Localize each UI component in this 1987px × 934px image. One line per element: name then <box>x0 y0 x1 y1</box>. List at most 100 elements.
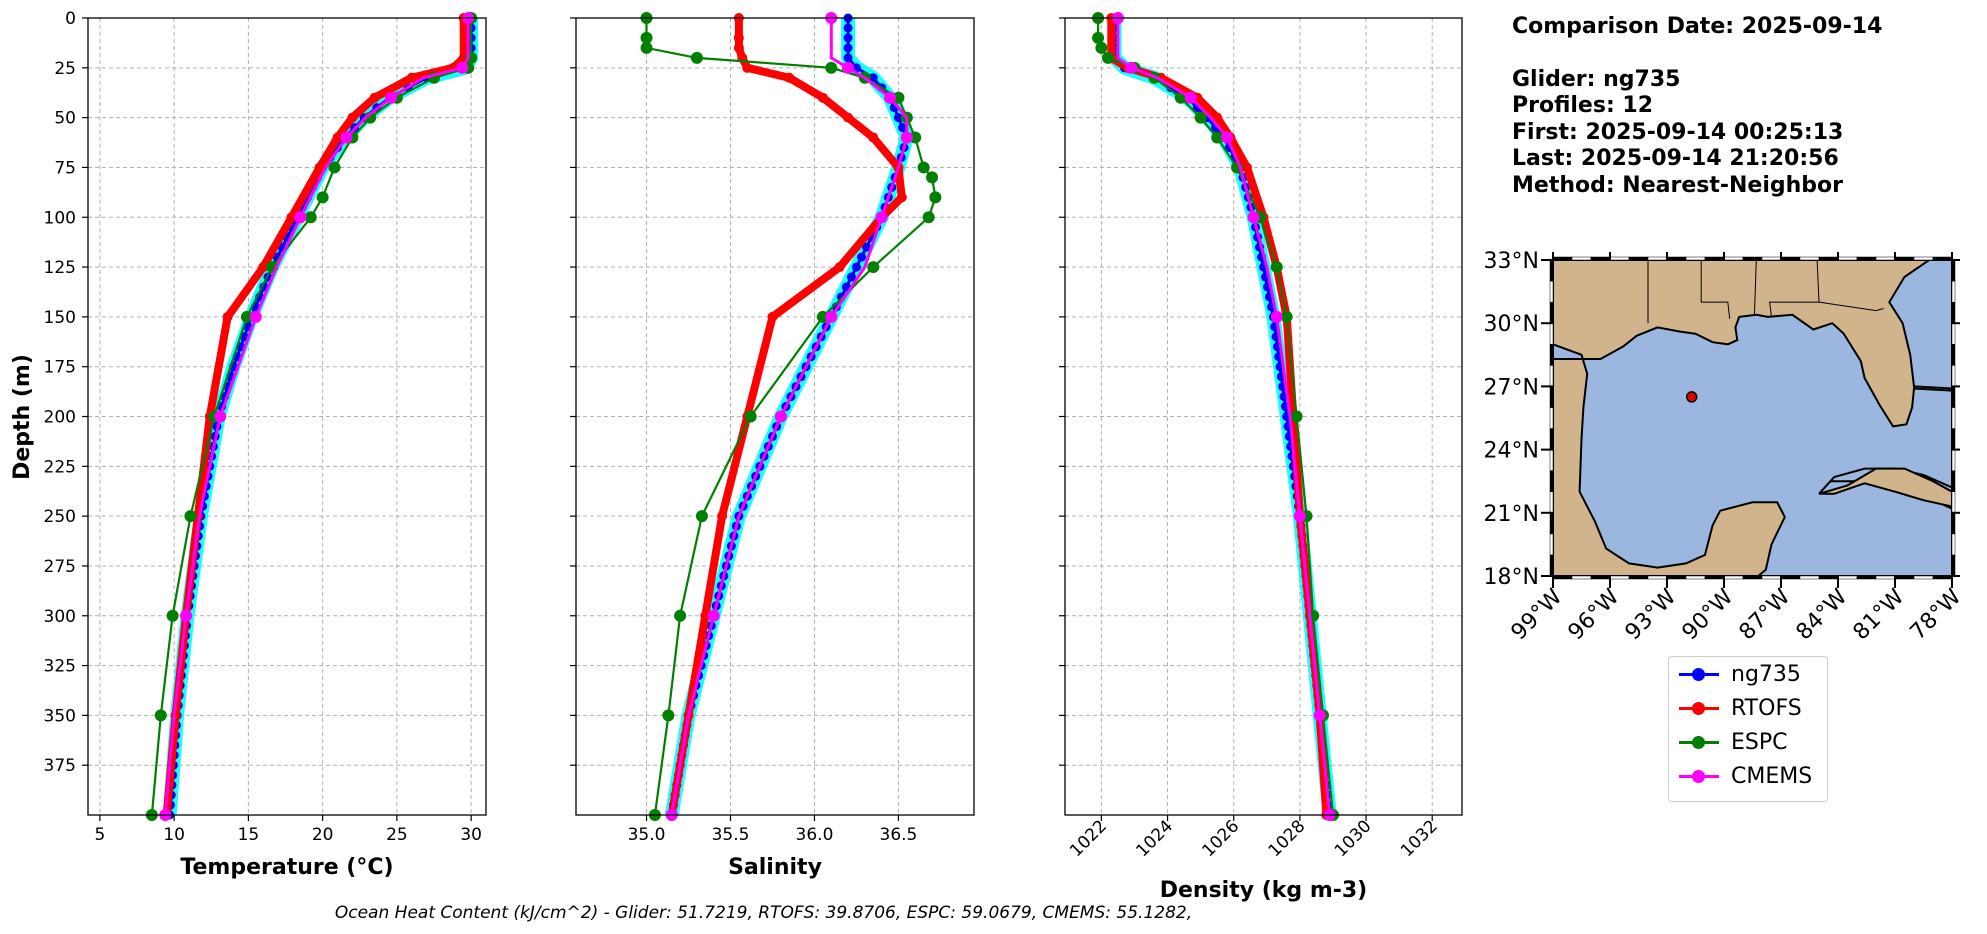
cmems-point <box>875 211 888 224</box>
last-time: Last: 2025-09-14 21:20:56 <box>1512 146 1839 171</box>
map-border-segment <box>1913 256 1934 261</box>
map-border-segment <box>1799 575 1820 580</box>
map-border-segment <box>1549 365 1554 387</box>
espc-point <box>166 609 179 622</box>
legend-item-rtofs: RTOFS <box>1669 693 1827 727</box>
map-border-segment <box>1590 256 1611 261</box>
map-border-segment <box>1951 554 1956 577</box>
rtofs-point <box>896 192 907 203</box>
y-tick-label: 50 <box>54 109 76 129</box>
map-border-segment <box>1666 256 1687 261</box>
series-line-espc <box>645 18 937 816</box>
x-tick-label: 30 <box>460 825 482 845</box>
rtofs-point <box>1241 162 1252 173</box>
comparison-info: Comparison Date: 2025-09-14 Glider: ng735… <box>1512 14 1882 199</box>
cmems-point <box>340 131 353 144</box>
map-lon-label: 99°W <box>1507 584 1568 645</box>
map-border-segment <box>1549 533 1554 556</box>
rtofs-point <box>347 112 358 123</box>
y-tick-label: 325 <box>44 657 76 677</box>
y-tick-label: 25 <box>54 59 76 79</box>
x-tick-label: 1022 <box>1066 816 1111 861</box>
espc-point <box>922 211 935 224</box>
espc-point <box>917 161 930 174</box>
map-border-segment <box>1549 407 1554 429</box>
map-border-segment <box>1549 301 1554 324</box>
map-border-segment <box>1951 280 1956 303</box>
map-border-segment <box>1951 259 1956 282</box>
x-tick-label: 1032 <box>1397 816 1442 861</box>
map-border-segment <box>1549 259 1554 282</box>
rtofs-point <box>834 262 845 273</box>
map-border-segment <box>1571 256 1592 261</box>
comparison-date: Comparison Date: 2025-09-14 <box>1512 14 1883 39</box>
map-border-segment <box>1951 344 1956 366</box>
map-border-segment <box>1951 470 1956 492</box>
map-border-segment <box>1913 575 1934 580</box>
glider-point <box>843 43 853 53</box>
x-tick-label: 25 <box>386 825 408 845</box>
y-tick-label: 75 <box>54 158 76 178</box>
cmems-point <box>1125 61 1138 74</box>
map-border-segment <box>1818 575 1839 580</box>
map-border-segment <box>1549 344 1554 366</box>
cmems-point <box>294 211 307 224</box>
map-lon-label: 96°W <box>1564 584 1625 645</box>
y-tick-label: 150 <box>44 308 76 328</box>
map-lon-label: 84°W <box>1792 584 1853 645</box>
rtofs-point <box>1212 112 1223 123</box>
rtofs-point <box>868 132 879 143</box>
espc-point <box>1095 41 1108 54</box>
x-tick-label: 20 <box>312 825 334 845</box>
map-border-segment <box>1685 256 1706 261</box>
espc-point <box>1270 261 1283 274</box>
rtofs-point <box>258 262 269 273</box>
map-border-segment <box>1780 256 1801 261</box>
x-tick-label: 10 <box>163 825 185 845</box>
espc-point <box>662 709 675 722</box>
y-tick-label: 100 <box>44 208 76 228</box>
map-border-segment <box>1549 386 1554 408</box>
x-tick-label: 1026 <box>1199 816 1244 861</box>
rtofs-point <box>817 92 828 103</box>
plot-panel-3: 1022 1024 1026 1028 1030 1032 Density (kg m-3) <box>1059 12 1463 903</box>
glider-point <box>851 262 861 272</box>
cmems-point <box>774 410 787 423</box>
map-border-segment <box>1818 256 1839 261</box>
y-tick-label: 300 <box>44 607 76 627</box>
map-border-segment <box>1894 575 1915 580</box>
map-border-segment <box>1723 575 1744 580</box>
glider-point <box>862 242 872 252</box>
map-lat-label: 24°N <box>1484 439 1539 464</box>
map-border-segment <box>1761 575 1782 580</box>
espc-point <box>184 510 197 523</box>
map-border-segment <box>1837 575 1858 580</box>
map-border-segment <box>1609 575 1630 580</box>
map-border-segment <box>1552 256 1573 261</box>
rtofs-point <box>222 311 233 322</box>
plot-panel-1: 5 10 15 20 25 3002550751001251501752002252502… <box>10 9 487 880</box>
espc-point <box>929 191 942 204</box>
legend-label: ng735 <box>1731 662 1801 687</box>
legend-item-espc: ESPC <box>1669 727 1827 761</box>
rtofs-point <box>843 112 854 123</box>
cmems-point <box>1184 91 1197 104</box>
cmems-point <box>1313 709 1326 722</box>
glider-point <box>843 53 853 63</box>
map-border-segment <box>1549 554 1554 577</box>
rtofs-point <box>717 511 728 522</box>
espc-point <box>909 131 922 144</box>
map-border-segment <box>1932 575 1953 580</box>
legend-item-cmems: CMEMS <box>1669 761 1827 795</box>
espc-point <box>154 709 167 722</box>
map-border-segment <box>1742 575 1763 580</box>
map-lon-label: 81°W <box>1849 584 1910 645</box>
y-axis-label: Depth (m) <box>10 354 35 480</box>
espc-point <box>926 171 939 184</box>
legend-label: RTOFS <box>1731 696 1802 721</box>
map-border-segment <box>1723 256 1744 261</box>
glider-name: Glider: ng735 <box>1512 66 1681 92</box>
map-border-segment <box>1761 256 1782 261</box>
state-border <box>1818 301 1884 312</box>
